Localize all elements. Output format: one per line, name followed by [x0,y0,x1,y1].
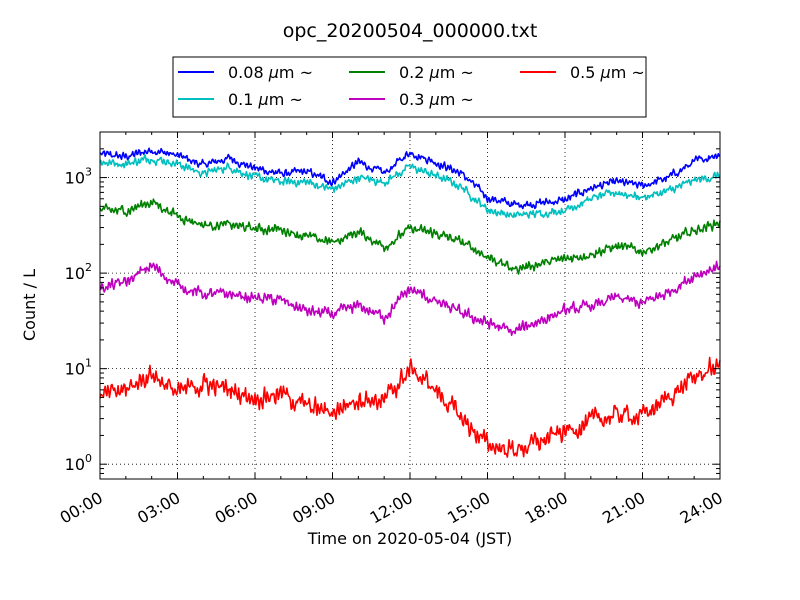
x-tick-label: 00:00 [57,488,106,528]
x-tick-labels: 00:00 03:00 06:00 09:00 12:00 15:00 18:00 21:00… [57,488,726,528]
legend-entry: 0.1 μm ~ [228,90,303,109]
series-line-0_2 [99,198,721,275]
legend-entry: 0.5 μm ~ [570,63,645,82]
x-tick-label: 18:00 [522,488,571,528]
series-line-0_3 [99,260,721,337]
x-tick-label: 09:00 [289,488,338,528]
x-tick-label: 12:00 [367,488,416,528]
series-line-0_1 [99,154,721,219]
x-tick-label: 15:00 [444,488,493,528]
legend-frame [172,56,647,118]
x-tick-label: 24:00 [677,488,726,528]
y-tick-labels: 100 101 102 103 [65,166,92,475]
series-line-0_5 [99,356,721,458]
x-tick-label: 06:00 [212,488,261,528]
series-lines [99,147,721,458]
y-tick-label: 103 [65,166,92,188]
series-line-0_08 [99,147,721,210]
y-tick-label: 101 [65,357,92,379]
legend-entry: 0.08 μm ~ [228,63,313,82]
y-tick-label: 100 [65,452,92,474]
y-axis-label: Count / L [20,269,39,341]
chart-title: opc_20200504_000000.txt [283,20,538,42]
x-axis-label: Time on 2020-05-04 (JST) [307,529,512,548]
legend-entry: 0.2 μm ~ [399,63,474,82]
axis-ticks [99,131,721,480]
x-tick-label: 21:00 [599,488,648,528]
x-tick-label: 03:00 [134,488,183,528]
legend-entry: 0.3 μm ~ [399,90,474,109]
y-tick-label: 102 [65,261,92,283]
legend: 0.08 μm ~ 0.1 μm ~ 0.2 μm ~ 0.3 μm ~ 0.5 μm … [172,56,647,118]
